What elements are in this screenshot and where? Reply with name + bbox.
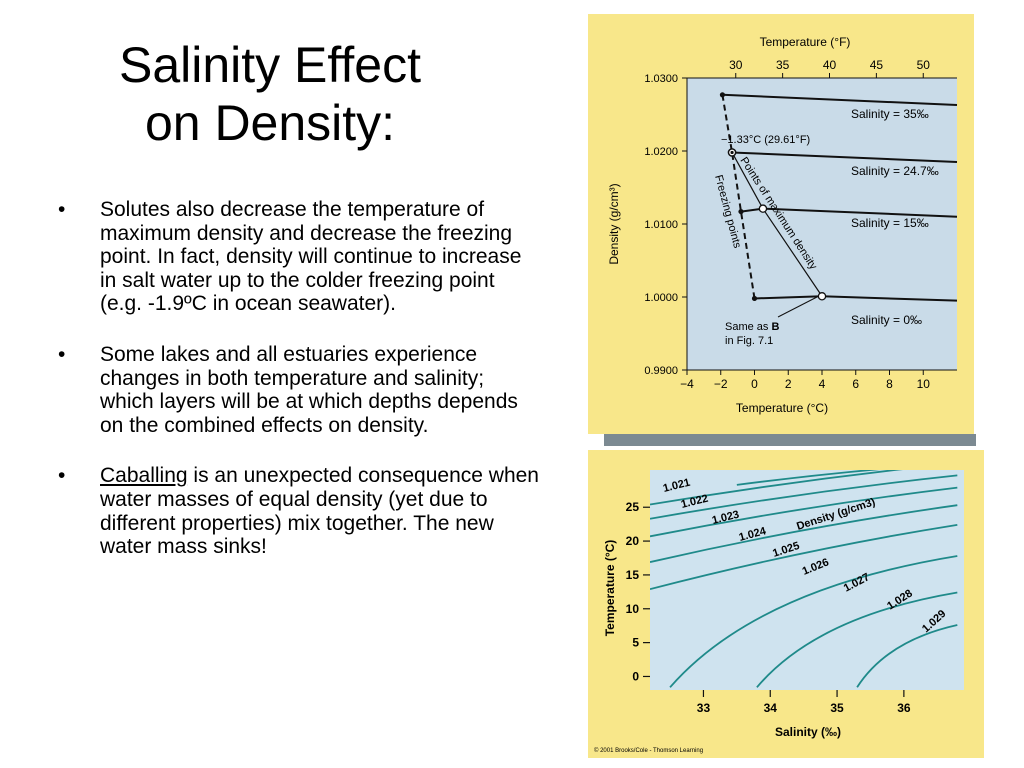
bullet-item: • Some lakes and all estuaries experienc…: [58, 343, 542, 437]
x-tick-label: 33: [697, 701, 711, 715]
same-as-bold: B: [771, 321, 779, 333]
y-axis-label: Density (g/cm³): [607, 183, 621, 264]
isopycnal-curve: [756, 591, 958, 688]
isopycnal-curve: [650, 504, 958, 563]
x-tick-label: 6: [852, 377, 859, 391]
freezing-point-dot: [719, 92, 726, 98]
same-as-label-2: in Fig. 7.1: [725, 335, 773, 347]
freezing-point-dot: [738, 208, 744, 215]
y-axis-label: Temperature (°C): [603, 540, 617, 637]
top-tick-label: 40: [823, 58, 837, 72]
y-tick-label: 10: [626, 602, 640, 616]
bullet-text: is an unexpected consequence when water …: [100, 464, 539, 559]
x-tick-label: 10: [917, 377, 931, 391]
salinity-density-chart: Temperature (°F) Temperature (°C) Densit…: [588, 14, 976, 446]
x-axis-label: Salinity (‰): [775, 725, 841, 739]
figure-shadow: [604, 434, 976, 446]
y-tick-label: 1.0200: [644, 146, 678, 158]
density-curve: [732, 151, 958, 163]
x-tick-label: 4: [819, 377, 826, 391]
isopycnal-curve: [650, 523, 958, 591]
isopycnal-curve: [650, 470, 903, 506]
x-tick-label: −2: [714, 377, 728, 391]
series-label: Salinity = 35‰: [851, 107, 929, 121]
x-tick-label: 0: [751, 377, 758, 391]
y-tick-label: 20: [626, 534, 640, 548]
title-line-1: Salinity Effect: [118, 37, 421, 93]
copyright-text: © 2001 Brooks/Cole - Thomson Learning: [594, 747, 703, 754]
y-tick-label: 1.0000: [644, 292, 678, 304]
plot-area: [687, 78, 957, 370]
isopycnal-curve: [856, 624, 958, 688]
y-tick-label: 1.0100: [644, 219, 678, 231]
series-label: Salinity = 15‰: [851, 216, 929, 230]
title-line-2: on Density:: [144, 95, 396, 151]
freezing-point-dot: [751, 295, 758, 302]
caballing-link[interactable]: Caballing: [100, 464, 188, 488]
ts-density-chart: Salinity (‰) Temperature (°C) 33 34 35 36 25…: [588, 450, 984, 758]
bullet-text: Solutes also decrease the temperature of…: [100, 198, 522, 316]
bullet-item: • Caballing is an unexpected consequence…: [58, 464, 542, 558]
y-tick-label: 0.9900: [644, 365, 678, 377]
bullet-list: • Solutes also decrease the temperature …: [58, 198, 542, 586]
series-label: Salinity = 0‰: [851, 313, 922, 327]
top-tick-label: 50: [917, 58, 931, 72]
x-tick-label: 2: [785, 377, 792, 391]
density-curves: [650, 470, 958, 688]
same-as-leader: [777, 296, 818, 318]
isopycnal-curve: [736, 470, 881, 486]
point-marker-center: [730, 150, 734, 155]
max-density-marker: [817, 292, 827, 301]
top-tick-label: 45: [870, 58, 884, 72]
bullet-text: Some lakes and all estuaries experience …: [100, 342, 518, 437]
freezing-points-line: [721, 94, 756, 299]
slide-title: Salinity Effect on Density:: [40, 36, 500, 152]
isopycnal-curve: [650, 474, 958, 520]
same-as-label: Same as B: [725, 321, 779, 333]
point-label: −1.33°C (29.61°F): [721, 134, 810, 146]
x-tick-label: 35: [830, 701, 844, 715]
y-tick-label: 15: [626, 568, 640, 582]
bullet-item: • Solutes also decrease the temperature …: [58, 198, 542, 316]
x-tick-label: −4: [680, 377, 694, 391]
isopycnal-curve: [650, 486, 958, 538]
y-tick-label: 5: [632, 636, 639, 650]
bullet-marker: •: [58, 342, 66, 366]
y-tick-label: 0: [632, 669, 639, 683]
density-curve: [722, 93, 958, 107]
x-axis-label: Temperature (°C): [736, 401, 828, 415]
x-tick-label: 36: [897, 701, 911, 715]
top-tick-label: 35: [776, 58, 790, 72]
x-tick-label: 8: [886, 377, 893, 391]
top-axis-label: Temperature (°F): [760, 35, 851, 49]
top-tick-label: 30: [729, 58, 743, 72]
plot-area: [650, 470, 964, 690]
series-label: Salinity = 24.7‰: [851, 164, 939, 178]
max-density-marker: [758, 204, 768, 213]
isopycnal-curve: [669, 555, 958, 688]
y-tick-label: 25: [626, 500, 640, 514]
y-tick-label: 1.0300: [644, 73, 678, 85]
bullet-marker: •: [58, 464, 66, 488]
same-as-text: Same as: [725, 321, 771, 333]
bullet-marker: •: [58, 198, 66, 221]
x-tick-label: 34: [764, 701, 778, 715]
